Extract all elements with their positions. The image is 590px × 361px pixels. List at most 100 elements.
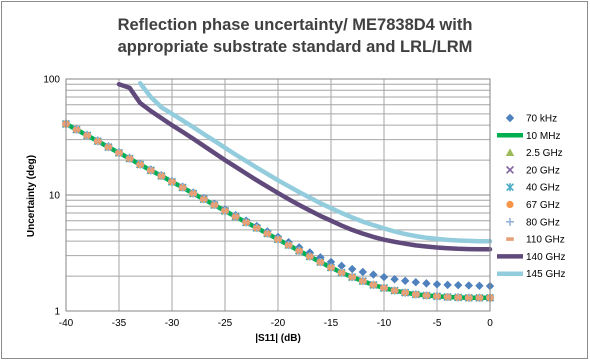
data-point <box>412 292 420 297</box>
data-point <box>433 294 441 299</box>
data-point <box>284 243 293 247</box>
data-point <box>115 151 123 155</box>
legend-label: 20 GHz <box>526 165 560 176</box>
legend-label: 40 GHz <box>526 183 560 194</box>
data-point <box>369 283 378 287</box>
chart-title: Reflection phase uncertainty/ ME7838D4 w… <box>0 14 590 58</box>
data-point <box>295 249 303 253</box>
data-point <box>422 279 431 288</box>
data-point <box>475 281 484 290</box>
data-point <box>200 197 208 202</box>
series-layer <box>61 80 495 302</box>
data-point <box>104 145 113 149</box>
legend-label: 80 GHz <box>526 217 560 228</box>
legend-item-20-ghz: 20 GHz <box>506 165 560 176</box>
data-point <box>147 168 155 173</box>
data-point <box>157 174 166 178</box>
x-tick-label: -35 <box>112 318 127 329</box>
x-tick-label: -10 <box>377 318 392 329</box>
legend-label: 10 MHz <box>526 131 560 142</box>
legend-label: 140 GHz <box>526 252 565 263</box>
data-point <box>253 226 261 230</box>
data-point <box>454 295 462 300</box>
x-tick-label: -30 <box>165 318 180 329</box>
data-point <box>274 237 282 242</box>
data-point <box>401 276 410 286</box>
data-point <box>379 272 389 282</box>
series-145-ghz-line <box>137 80 493 244</box>
data-point <box>359 279 367 283</box>
legend-label: 110 GHz <box>526 235 565 246</box>
x-axis-title: |S11| (dB) <box>255 333 301 344</box>
data-point <box>72 127 81 132</box>
y-tick-label: 100 <box>43 75 60 86</box>
legend-label: 145 GHz <box>526 269 565 280</box>
data-point <box>390 288 399 293</box>
data-point <box>401 290 409 295</box>
chart-title-line-1: Reflection phase uncertainty/ ME7838D4 w… <box>117 16 473 34</box>
x-tick-label: -15 <box>324 318 339 329</box>
legend-swatch <box>506 200 514 209</box>
data-point <box>125 156 134 161</box>
data-point <box>358 267 367 277</box>
data-point <box>432 280 442 289</box>
data-point <box>210 203 219 207</box>
chart-title-line-2: appropriate substrate standard and LRL/L… <box>117 38 473 56</box>
legend-label: 2.5 GHz <box>526 148 563 159</box>
data-point <box>316 260 325 264</box>
data-point <box>422 293 431 298</box>
x-tick-label: 0 <box>487 318 493 329</box>
y-axis-title: Uncertainty (deg) <box>26 155 37 237</box>
legend-item-110-ghz: 110 GHz <box>506 235 565 246</box>
data-point <box>369 270 378 279</box>
x-tick-label: -40 <box>59 318 74 329</box>
legend-item-140-ghz: 140 GHz <box>497 252 565 263</box>
series-110-ghz <box>62 122 494 300</box>
data-point <box>464 281 473 290</box>
data-point <box>348 275 356 279</box>
y-tick-label: 10 <box>49 191 61 202</box>
legend-item-10-mhz: 10 MHz <box>497 131 560 142</box>
legend: 70 kHz 10 MHz 2.5 GHz 20 GHz 40 GHz 67 GHz 80 … <box>497 113 565 280</box>
data-point <box>168 179 176 184</box>
legend-item-80-ghz: 80 GHz <box>506 217 560 228</box>
data-point <box>136 162 144 167</box>
data-point <box>454 280 463 290</box>
axes-layer: -40 -35 -30 -25 -20 -15 -10 -5 0 1 10 100 <box>43 75 493 330</box>
data-point <box>390 274 399 284</box>
x-tick-label: -20 <box>271 318 286 329</box>
y-tick-label: 1 <box>54 307 60 318</box>
data-point <box>337 261 346 271</box>
legend-swatch <box>506 217 514 226</box>
data-point <box>337 270 346 275</box>
data-point <box>326 257 336 267</box>
legend-item-145-ghz: 145 GHz <box>497 269 565 280</box>
plot-area-border <box>65 78 491 312</box>
data-point <box>189 191 197 196</box>
data-point <box>231 214 240 219</box>
legend-item-70-khz: 70 kHz <box>505 113 557 125</box>
legend-item-67-ghz: 67 GHz <box>506 200 560 211</box>
legend-swatch <box>505 148 515 156</box>
data-point <box>306 254 314 259</box>
series-140-ghz-line <box>116 82 493 252</box>
legend-label: 70 kHz <box>526 114 557 125</box>
legend-label: 67 GHz <box>526 200 560 211</box>
legend-item-2-5-ghz: 2.5 GHz <box>505 148 563 159</box>
legend-swatch <box>506 237 514 241</box>
data-point <box>327 265 335 270</box>
x-tick-label: -25 <box>218 318 233 329</box>
data-point <box>263 231 272 236</box>
legend-item-40-ghz: 40 GHz <box>506 183 560 194</box>
data-point <box>475 295 484 300</box>
data-point <box>178 185 187 190</box>
data-point <box>443 280 452 290</box>
data-point <box>380 286 388 290</box>
data-point <box>465 295 473 300</box>
legend-swatch <box>505 113 515 123</box>
data-point <box>94 139 102 143</box>
data-point <box>348 264 357 274</box>
legend-swatch <box>506 183 514 192</box>
data-point <box>221 209 229 213</box>
